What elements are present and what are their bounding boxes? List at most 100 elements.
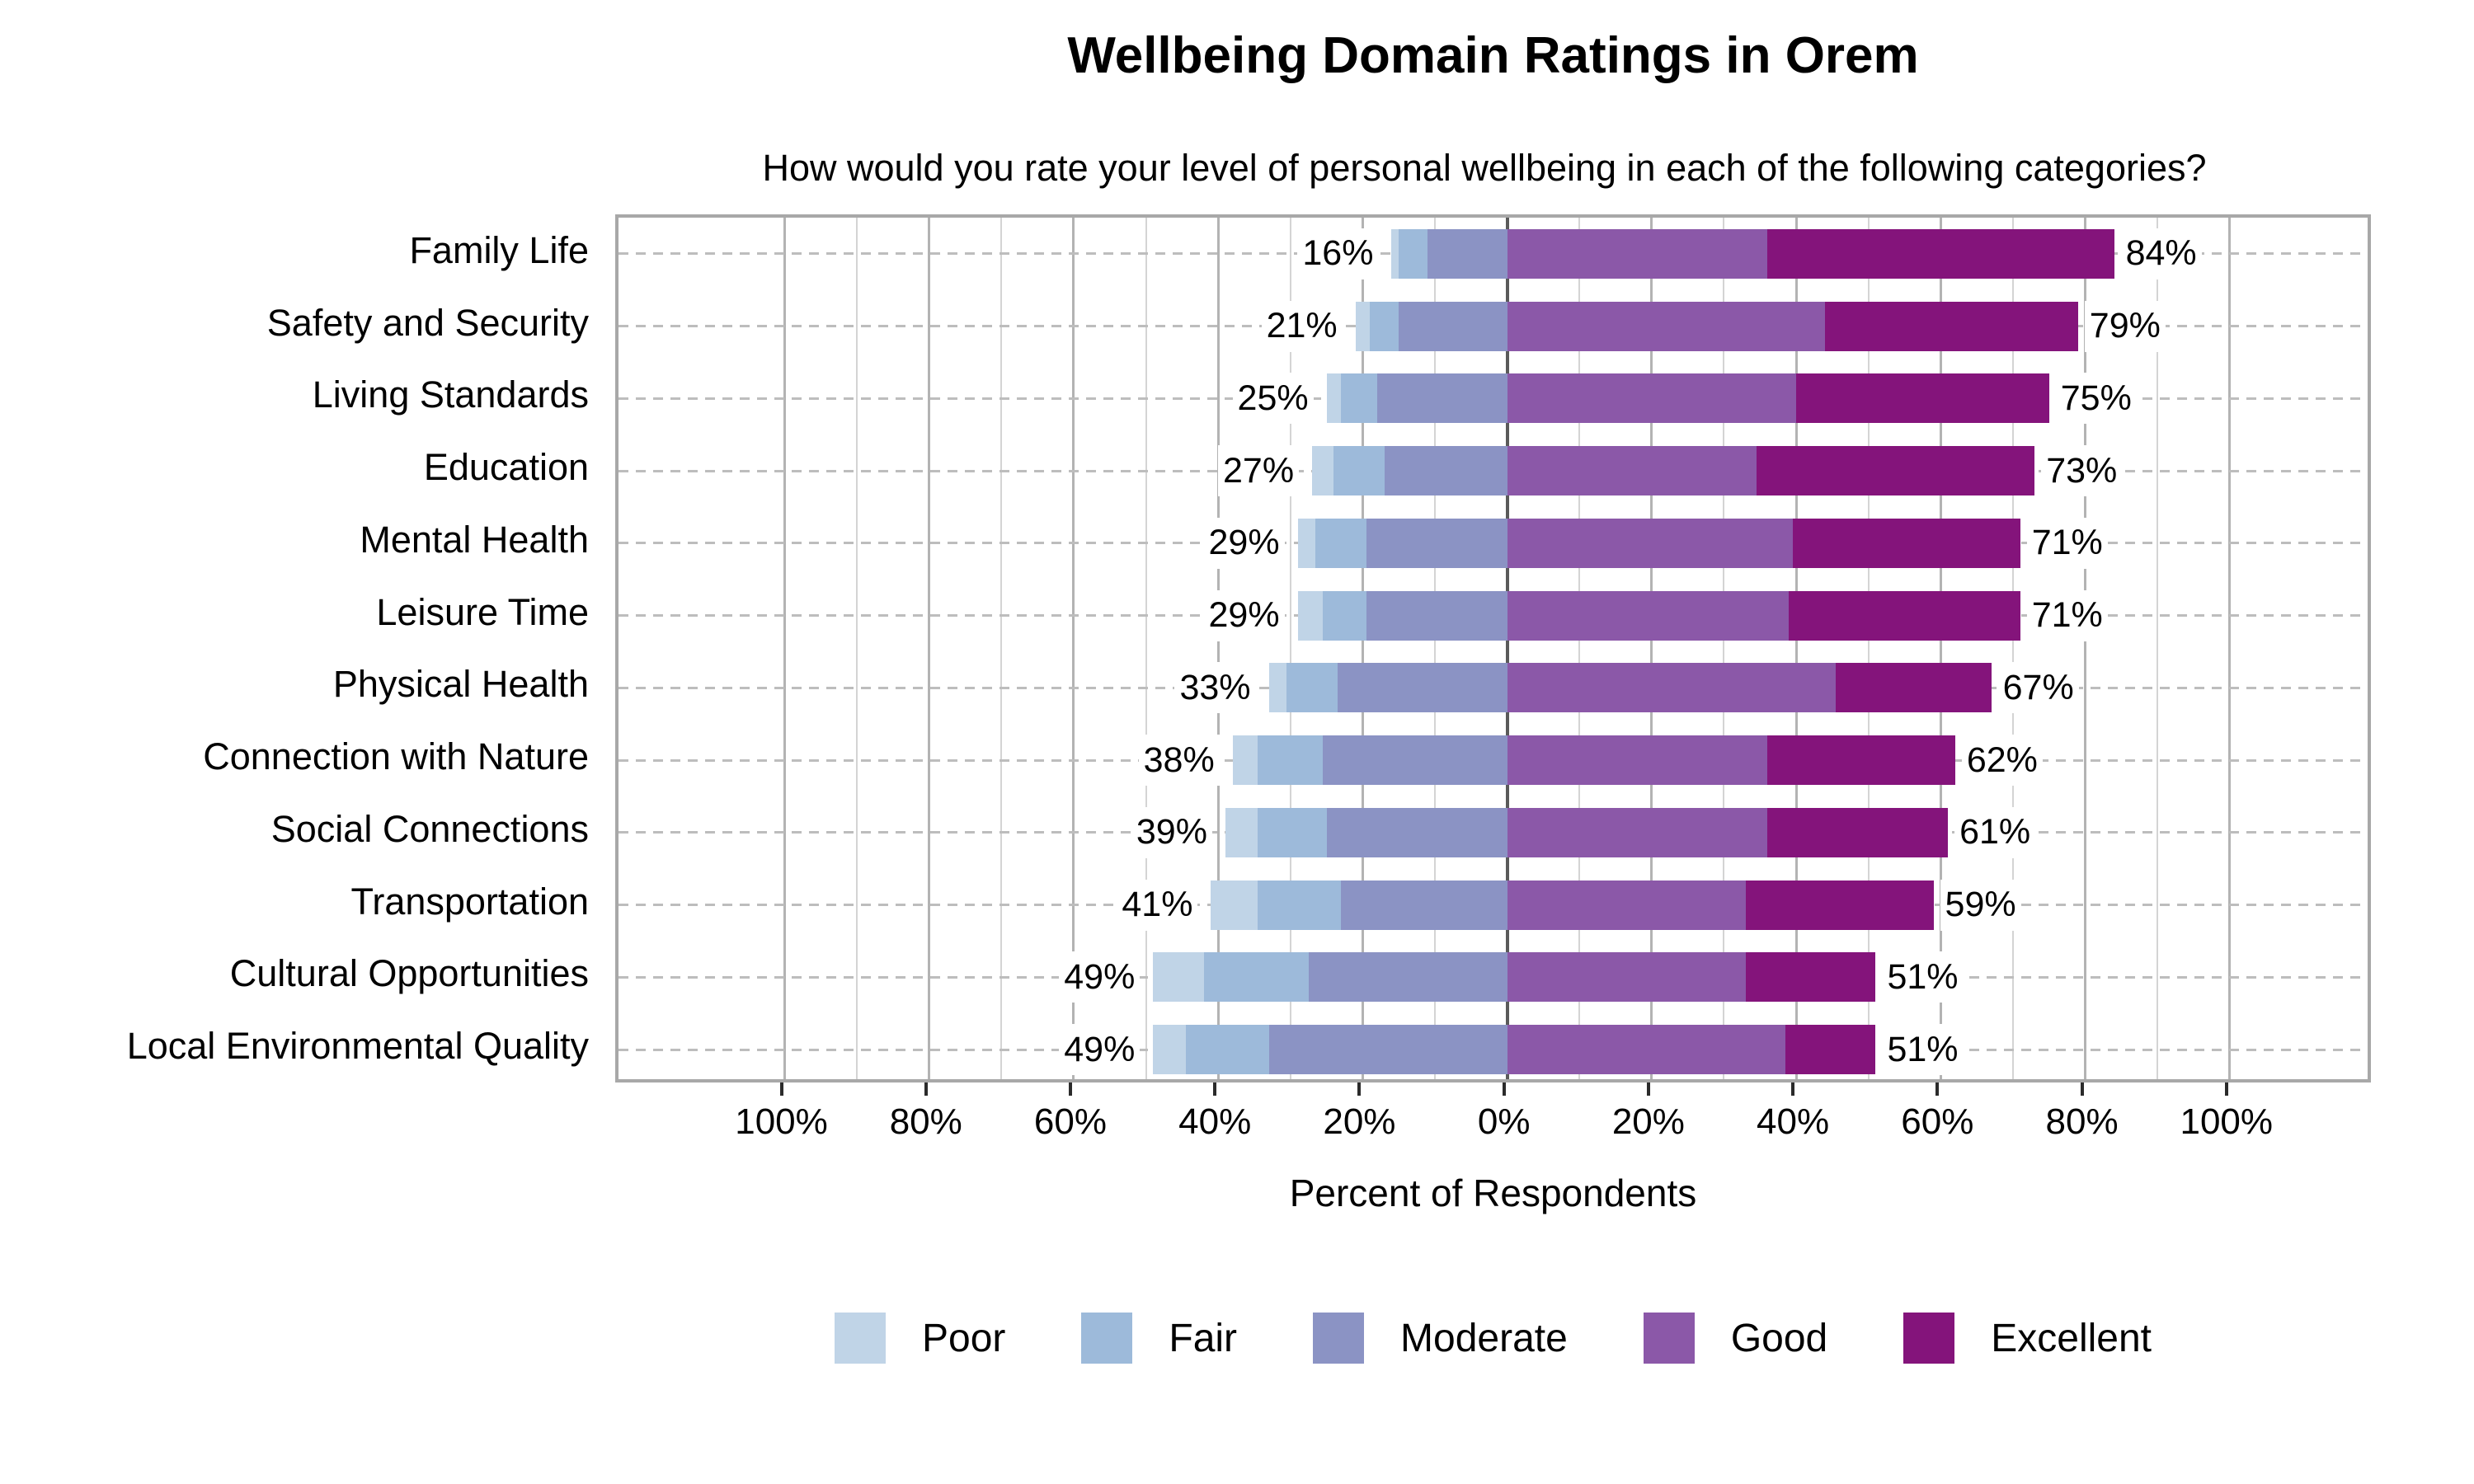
bar-segment-excellent bbox=[1756, 446, 2035, 496]
gridline-minor bbox=[1000, 218, 1003, 1079]
bar-segment-poor bbox=[1225, 807, 1258, 857]
legend-label: Excellent bbox=[1991, 1316, 2152, 1360]
value-label-left: 41% bbox=[1117, 879, 1198, 931]
x-tick-label: 40% bbox=[1757, 1101, 1830, 1142]
gridline-minor bbox=[1578, 218, 1581, 1079]
value-label-right: 62% bbox=[1961, 735, 2043, 787]
legend-swatch bbox=[1313, 1313, 1365, 1364]
gridline-major bbox=[1361, 218, 1364, 1079]
gridline-major bbox=[783, 218, 786, 1079]
x-tick-mark bbox=[2080, 1082, 2084, 1096]
bar-segment-good bbox=[1507, 1025, 1785, 1075]
bar-segment-fair bbox=[1323, 590, 1366, 641]
value-label-left: 29% bbox=[1203, 517, 1285, 569]
bar-segment-good bbox=[1507, 301, 1826, 351]
gridline-major bbox=[1794, 218, 1798, 1079]
category-label: Leisure Time bbox=[376, 590, 589, 633]
legend-item-good: Good bbox=[1643, 1313, 1828, 1364]
bar-segment-excellent bbox=[1785, 1025, 1876, 1075]
gridline-minor bbox=[1289, 218, 1291, 1079]
legend: Poor Fair Moderate Good Excellent bbox=[615, 1313, 2371, 1364]
x-tick-mark bbox=[924, 1082, 928, 1096]
legend-swatch bbox=[1081, 1313, 1133, 1364]
bar-segment-moderate bbox=[1384, 446, 1507, 496]
bar-segment-excellent bbox=[1796, 373, 2049, 424]
value-label-left: 27% bbox=[1218, 445, 1300, 497]
x-axis-title: Percent of Respondents bbox=[1289, 1172, 1697, 1214]
x-tick-label: 60% bbox=[1901, 1101, 1974, 1142]
value-label-left: 21% bbox=[1261, 300, 1343, 352]
category-label: Family Life bbox=[409, 228, 589, 271]
bar-segment-fair bbox=[1370, 301, 1399, 351]
legend-label: Poor bbox=[921, 1316, 1006, 1360]
bar-segment-fair bbox=[1203, 952, 1309, 1003]
category-label: Education bbox=[423, 446, 589, 489]
legend-label: Good bbox=[1730, 1316, 1828, 1360]
legend-label: Moderate bbox=[1400, 1316, 1568, 1360]
value-label-right: 59% bbox=[1940, 879, 2021, 931]
bar-segment-excellent bbox=[1767, 735, 1955, 786]
bar-segment-poor bbox=[1312, 446, 1334, 496]
value-label-left: 49% bbox=[1059, 1024, 1141, 1076]
bar-segment-moderate bbox=[1308, 952, 1507, 1003]
category-label: Living Standards bbox=[312, 373, 589, 416]
bar-segment-good bbox=[1507, 590, 1790, 641]
category-label: Cultural Opportunities bbox=[229, 952, 589, 995]
x-tick-label: 80% bbox=[889, 1101, 962, 1142]
value-label-left: 49% bbox=[1059, 951, 1141, 1003]
bar-segment-excellent bbox=[1789, 590, 2020, 641]
bar-segment-good bbox=[1507, 880, 1746, 930]
bar-segment-excellent bbox=[1745, 880, 1934, 930]
bar-segment-poor bbox=[1268, 663, 1287, 713]
gridline-minor bbox=[856, 218, 858, 1079]
gridline-major bbox=[2084, 218, 2087, 1079]
gridline-minor bbox=[2157, 218, 2159, 1079]
bar-segment-fair bbox=[1258, 880, 1342, 930]
x-tick-label: 40% bbox=[1178, 1101, 1252, 1142]
bar-segment-moderate bbox=[1366, 518, 1507, 568]
bar-segment-poor bbox=[1326, 373, 1342, 424]
legend-swatch bbox=[1903, 1313, 1955, 1364]
bar-segment-fair bbox=[1258, 735, 1324, 786]
bar-segment-excellent bbox=[1745, 952, 1876, 1003]
bar-segment-poor bbox=[1153, 952, 1204, 1003]
bar-segment-good bbox=[1507, 735, 1768, 786]
x-tick-label: 20% bbox=[1611, 1101, 1685, 1142]
value-label-right: 79% bbox=[2084, 300, 2166, 352]
bar-segment-good bbox=[1507, 446, 1757, 496]
x-tick-label: 60% bbox=[1033, 1101, 1107, 1142]
legend-swatch bbox=[1643, 1313, 1695, 1364]
bar-segment-moderate bbox=[1427, 228, 1507, 279]
bar-segment-good bbox=[1507, 952, 1746, 1003]
bar-segment-moderate bbox=[1268, 1025, 1507, 1075]
bar-segment-excellent bbox=[1836, 663, 1992, 713]
bar-segment-good bbox=[1507, 228, 1768, 279]
bar-segment-excellent bbox=[1825, 301, 2078, 351]
bar-segment-moderate bbox=[1376, 373, 1507, 424]
bar-segment-fair bbox=[1333, 446, 1385, 496]
bar-segment-poor bbox=[1211, 880, 1258, 930]
x-tick-mark bbox=[1646, 1082, 1650, 1096]
gridline-minor bbox=[1723, 218, 1725, 1079]
value-label-right: 61% bbox=[1954, 806, 2036, 858]
bar-segment-moderate bbox=[1399, 301, 1507, 351]
bar-segment-fair bbox=[1399, 228, 1428, 279]
value-label-right: 71% bbox=[2026, 589, 2108, 641]
value-label-left: 38% bbox=[1138, 735, 1220, 787]
value-label-right: 84% bbox=[2120, 228, 2202, 279]
bar-segment-poor bbox=[1153, 1025, 1186, 1075]
legend-swatch bbox=[834, 1313, 886, 1364]
gridline-major bbox=[1216, 218, 1220, 1079]
gridline-major bbox=[1072, 218, 1075, 1079]
x-tick-mark bbox=[2224, 1082, 2228, 1096]
bar-segment-fair bbox=[1258, 807, 1327, 857]
x-tick-label: 80% bbox=[2045, 1101, 2119, 1142]
bar-segment-poor bbox=[1297, 590, 1324, 641]
value-label-left: 33% bbox=[1174, 662, 1256, 714]
bar-segment-fair bbox=[1315, 518, 1366, 568]
chart-subtitle: How would you rate your level of persona… bbox=[762, 147, 2207, 189]
gridline-major bbox=[928, 218, 931, 1079]
category-label: Safety and Security bbox=[266, 301, 589, 344]
value-label-right: 71% bbox=[2026, 517, 2108, 569]
category-label: Social Connections bbox=[270, 807, 589, 850]
